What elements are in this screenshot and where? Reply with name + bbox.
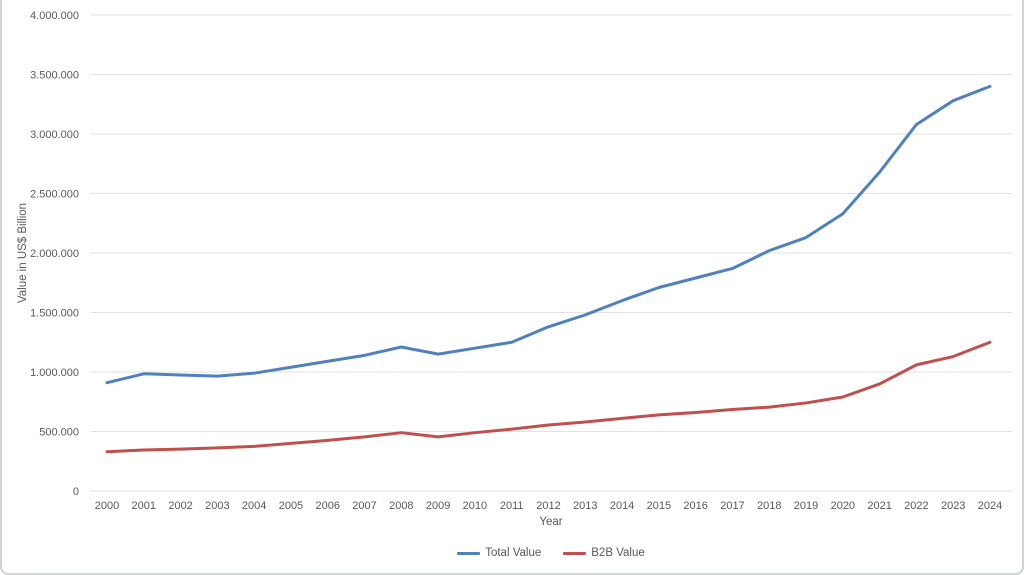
y-tick-label: 3.000.000 (30, 129, 79, 141)
x-tick-label: 2010 (463, 500, 487, 512)
x-tick-label: 2005 (279, 500, 303, 512)
legend: Total Value B2B Value (90, 547, 1012, 559)
x-tick-label: 2009 (426, 500, 450, 512)
x-tick-label: 2023 (941, 500, 965, 512)
y-tick-label: 1.000.000 (30, 367, 79, 379)
x-tick-label: 2020 (831, 500, 855, 512)
legend-label-b2b-value: B2B Value (591, 547, 645, 559)
series-line-total-value (105, 84, 992, 385)
x-tick-label: 2004 (242, 500, 266, 512)
y-tick-label: 0 (73, 486, 79, 498)
total-value-line-swatch (457, 551, 481, 555)
legend-item-b2b-value: B2B Value (563, 547, 645, 559)
line-chart-svg: 0 500.000 1.000.000 1.500.000 2.000.000 2.500… (30, 10, 1012, 512)
x-tick-label: 2008 (389, 500, 413, 512)
y-tick-label: 4.000.000 (30, 10, 79, 22)
x-tick-label: 2007 (352, 500, 376, 512)
x-tick-label: 2000 (95, 500, 119, 512)
y-tick-label: 1.500.000 (30, 308, 79, 320)
legend-item-total-value: Total Value (457, 547, 541, 559)
x-tick-label: 2019 (794, 500, 818, 512)
x-axis-title: Year (539, 516, 563, 528)
x-tick-label: 2018 (757, 500, 781, 512)
x-tick-label: 2016 (683, 500, 707, 512)
x-tick-label: 2002 (168, 500, 192, 512)
x-tick-label: 2011 (500, 500, 524, 512)
series-line-b2b-value (105, 340, 992, 454)
legend-label-total-value: Total Value (485, 547, 542, 559)
x-tick-label: 2001 (132, 500, 156, 512)
x-tick-label: 2024 (978, 500, 1002, 512)
x-tick-label: 2013 (573, 500, 597, 512)
y-tick-label: 2.000.000 (30, 248, 79, 260)
y-tick-label: 500.000 (39, 427, 79, 439)
x-tick-label: 2015 (647, 500, 671, 512)
x-tick-label: 2003 (205, 500, 229, 512)
x-tick-label: 2006 (316, 500, 340, 512)
x-tick-label: 2022 (904, 500, 928, 512)
y-tick-label: 3.500.000 (30, 70, 79, 82)
x-tick-label: 2012 (536, 500, 560, 512)
x-tick-label: 2014 (610, 500, 634, 512)
x-tick-label: 2017 (720, 500, 744, 512)
y-axis-title: Value in US$ Billion (17, 202, 29, 304)
x-tick-label: 2021 (867, 500, 891, 512)
y-tick-label: 2.500.000 (30, 189, 79, 201)
b2b-value-line-swatch (563, 551, 587, 555)
